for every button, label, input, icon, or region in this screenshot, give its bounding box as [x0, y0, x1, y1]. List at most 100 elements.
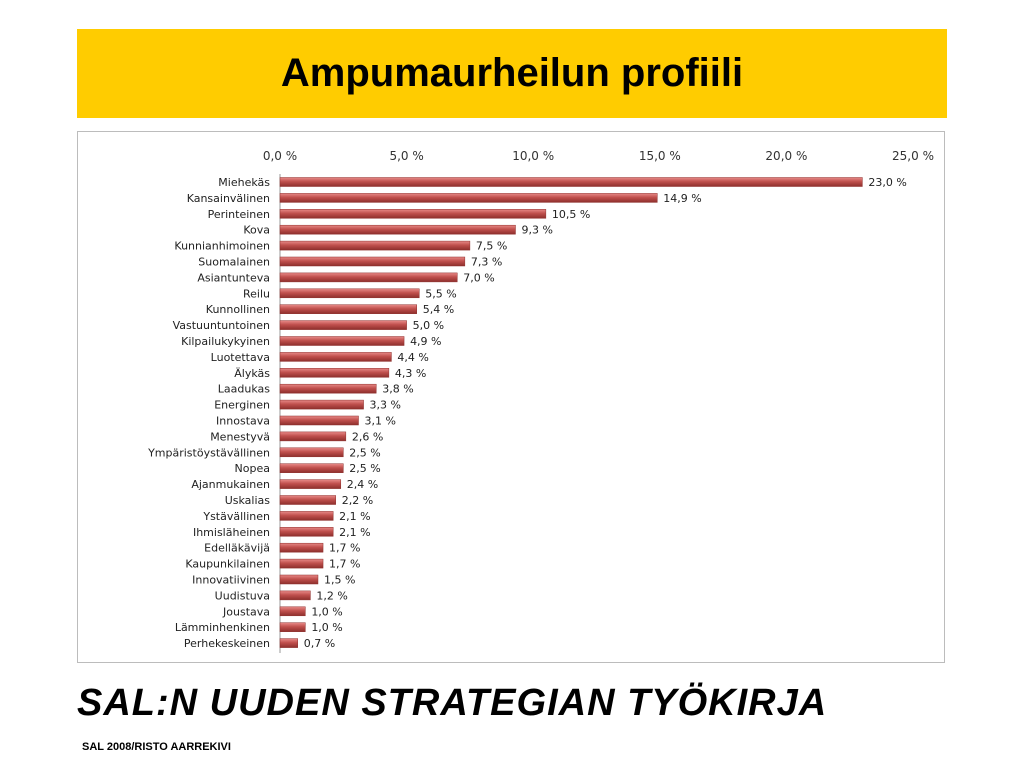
category-label: Perinteinen [208, 208, 270, 221]
category-label: Uudistuva [215, 589, 270, 602]
data-label: 7,0 % [463, 271, 494, 284]
data-label: 1,5 % [324, 574, 355, 587]
bar [279, 431, 347, 442]
data-label: 7,5 % [476, 240, 507, 253]
data-label: 23,0 % [868, 176, 906, 189]
data-label: 5,5 % [425, 287, 456, 300]
data-label: 1,2 % [316, 589, 347, 602]
category-label: Innostava [216, 415, 270, 428]
category-label: Ympäristöystävällinen [147, 446, 270, 459]
bar [279, 542, 324, 553]
data-label: 3,1 % [364, 415, 395, 428]
x-tick-label: 20,0 % [765, 149, 807, 163]
bar [279, 574, 319, 585]
bar [279, 304, 417, 314]
data-label: 3,8 % [382, 383, 413, 396]
data-label: 0,7 % [304, 637, 335, 650]
data-label: 1,0 % [311, 621, 342, 634]
bar-chart: 0,0 % 5,0 % 10,0 % 15,0 % 20,0 % 25,0 % Miehe… [147, 149, 934, 653]
category-label: Kaupunkilainen [185, 558, 270, 571]
bar [279, 193, 658, 203]
bar [279, 288, 420, 299]
category-label: Innovatiivinen [192, 574, 270, 587]
category-label: Kilpailukykyinen [181, 335, 270, 348]
bar [279, 272, 458, 283]
data-label: 3,3 % [370, 399, 401, 412]
data-label: 1,0 % [311, 605, 342, 618]
category-label: Ihmisläheinen [193, 526, 270, 539]
bar [279, 511, 334, 521]
category-label: Miehekäs [218, 176, 270, 189]
category-label: Uskalias [225, 494, 271, 507]
category-label: Edelläkävijä [204, 542, 270, 555]
bar [279, 256, 466, 267]
category-label: Energinen [214, 399, 270, 412]
category-label: Vastuuntuntoinen [173, 319, 270, 332]
data-label: 4,4 % [397, 351, 428, 364]
category-label: Menestyvä [210, 430, 270, 443]
bar [279, 383, 377, 394]
category-label: Joustava [222, 605, 270, 618]
data-label: 1,7 % [329, 558, 360, 571]
category-label: Ajanmukainen [191, 478, 270, 491]
category-label: Kunnianhimoinen [174, 240, 270, 253]
bar [279, 638, 298, 648]
data-label: 9,3 % [521, 224, 552, 237]
bar [279, 240, 471, 251]
x-tick-label: 10,0 % [512, 149, 554, 163]
category-label: Nopea [235, 462, 270, 475]
category-label: Suomalainen [198, 256, 270, 269]
data-label: 14,9 % [663, 192, 701, 205]
slide-subtitle: SAL:N UUDEN STRATEGIAN TYÖKIRJA [77, 682, 828, 724]
bar [279, 463, 344, 473]
title-banner: Ampumaurheilun profiili [77, 29, 947, 118]
x-tick-label: 5,0 % [389, 149, 423, 163]
category-label: Reilu [243, 287, 270, 300]
bar [279, 368, 390, 378]
category-label: Ystävällinen [202, 510, 270, 523]
category-label: Luotettava [211, 351, 270, 364]
bar [279, 336, 405, 346]
chart-frame: 0,0 % 5,0 % 10,0 % 15,0 % 20,0 % 25,0 % Miehe… [77, 131, 945, 663]
data-label: 1,7 % [329, 542, 360, 555]
category-label: Kova [243, 224, 270, 237]
data-label: 5,0 % [413, 319, 444, 332]
bar [279, 558, 324, 569]
bar [279, 622, 306, 632]
bar [279, 495, 336, 505]
category-label: Kansainvälinen [187, 192, 270, 205]
category-label: Perhekeskeinen [184, 637, 270, 650]
data-label: 2,1 % [339, 526, 370, 539]
bar [279, 447, 344, 458]
bar [279, 320, 407, 330]
data-label: 2,6 % [352, 430, 383, 443]
data-label: 4,9 % [410, 335, 441, 348]
data-label: 7,3 % [471, 256, 502, 269]
data-label: 2,4 % [347, 478, 378, 491]
category-label: Laadukas [218, 383, 270, 396]
data-label: 2,2 % [342, 494, 373, 507]
bar [279, 224, 516, 235]
category-label: Lämminhenkinen [175, 621, 270, 634]
slide-title: Ampumaurheilun profiili [280, 51, 744, 95]
category-label: Asiantunteva [197, 271, 270, 284]
category-label: Älykäs [234, 367, 270, 380]
bar [279, 399, 364, 410]
x-tick-label: 25,0 % [892, 149, 934, 163]
bar [279, 527, 334, 537]
data-label: 5,4 % [423, 303, 454, 316]
x-tick-label: 15,0 % [639, 149, 681, 163]
data-label: 2,5 % [349, 462, 380, 475]
bar [279, 177, 863, 187]
bar [279, 415, 359, 426]
data-label: 2,1 % [339, 510, 370, 523]
data-label: 2,5 % [349, 446, 380, 459]
data-label: 10,5 % [552, 208, 590, 221]
bar [279, 352, 392, 362]
bar [279, 479, 342, 489]
category-label: Kunnollinen [206, 303, 270, 316]
bar [279, 590, 311, 601]
bar [279, 606, 306, 617]
bar [279, 209, 547, 219]
slide-footer: SAL 2008/RISTO AARREKIVI [82, 741, 231, 753]
